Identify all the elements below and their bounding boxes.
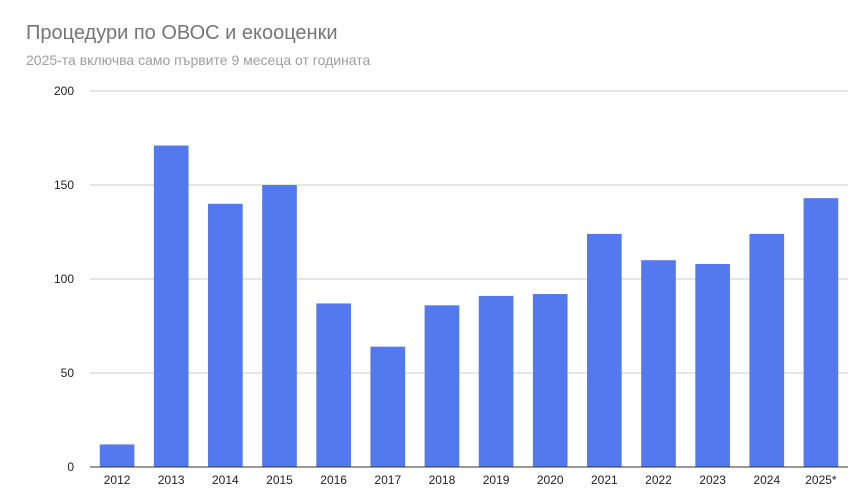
x-tick-label: 2012 [104,473,131,487]
x-tick-label: 2014 [212,473,239,487]
x-tick-label: 2013 [158,473,185,487]
bar-2025 [803,198,839,467]
bar-2013 [153,145,189,467]
x-tick-label: 2017 [374,473,401,487]
x-axis-ticks: 2012 2013 2014 2015 2016 2017 2018 2019 2020 2021… [104,473,837,487]
y-tick-label: 100 [54,272,74,286]
x-tick-label: 2023 [699,473,726,487]
bar-2023 [695,263,730,467]
x-tick-label: 2016 [320,473,347,487]
x-tick-label: 2024 [753,473,780,487]
y-tick-label: 150 [54,178,74,192]
bar-2014 [208,203,243,468]
bar-2018 [424,305,460,467]
bar-2012 [99,444,135,467]
x-tick-label: 2020 [537,473,564,487]
bar-2015 [262,185,297,467]
bars [99,145,839,468]
bar-2022 [641,260,676,467]
x-tick-label: 2018 [429,473,456,487]
y-tick-label: 50 [61,366,75,380]
bar-2016 [316,303,351,467]
x-tick-label: 2025* [805,473,837,487]
x-tick-label: 2015 [266,473,293,487]
bar-2024 [749,233,785,467]
bar-2019 [478,295,514,467]
bar-2021 [587,233,622,467]
x-tick-label: 2019 [483,473,510,487]
y-tick-label: 200 [54,84,74,98]
chart-subtitle: 2025-та включва само първите 9 месеца от… [26,52,371,68]
bar-2020 [532,294,568,467]
x-tick-label: 2021 [591,473,618,487]
chart-title: Процедури по ОВОС и екооценки [26,22,338,44]
x-tick-label: 2022 [645,473,672,487]
y-axis-ticks: 0 50 100 150 200 [54,84,74,474]
bar-2017 [370,346,406,467]
y-tick-label: 0 [67,460,74,474]
gridlines [90,90,848,374]
